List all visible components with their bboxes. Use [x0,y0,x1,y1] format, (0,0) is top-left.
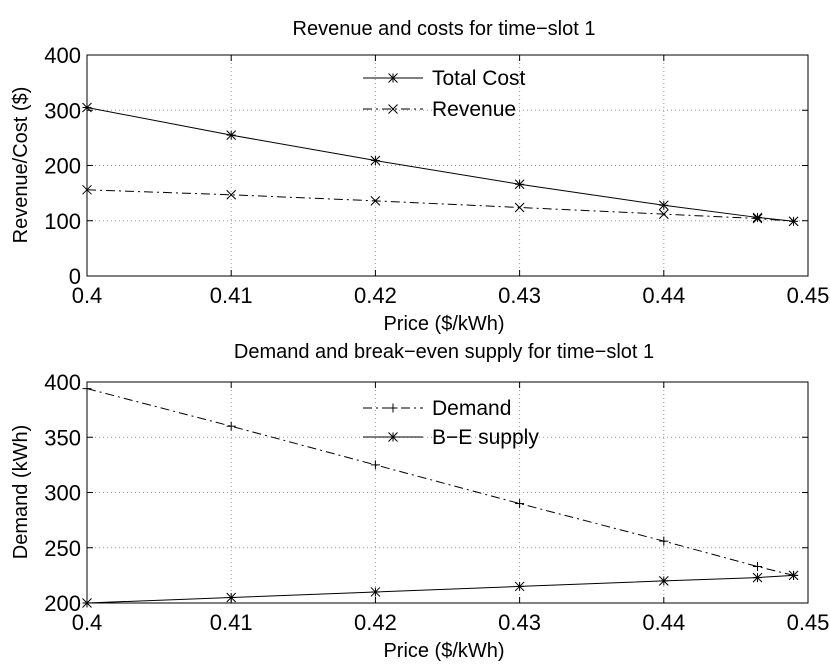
x-tick-label: 0.44 [642,283,685,308]
legend-marker [388,73,398,83]
legend-label: Demand [432,397,511,420]
data-point [514,179,525,190]
chart-title: Revenue and costs for time−slot 1 [293,18,596,40]
legend-label: Total Cost [432,67,526,90]
y-axis-label: Revenue/Cost ($) [10,87,32,244]
ticks: 0.4 0.41 0.42 0.43 0.44 0.45 200 250 300 350 400 [44,370,829,635]
x-tick-label: 0.41 [210,610,253,635]
data-point [658,576,669,586]
data-point [370,155,381,166]
data-point [514,581,525,592]
x-axis-label: Price ($/kWh) [383,640,504,662]
legend: Total Cost Revenue [363,67,526,121]
data-point [226,421,236,431]
legend-label: Revenue [432,98,516,121]
legend-marker [388,104,398,114]
series-0 [82,102,799,227]
y-tick-label: 200 [44,591,81,616]
legend-item: Revenue [363,98,516,121]
data-point [370,460,380,470]
y-tick-label: 250 [44,536,81,561]
y-tick-label: 300 [44,481,81,506]
y-axis-label: Demand (kWh) [10,425,32,559]
series-line [86,574,794,604]
data-point [226,130,237,140]
y-tick-label: 100 [44,209,81,234]
y-tick-label: 300 [44,98,81,123]
data-point [752,212,763,223]
x-tick-label: 0.43 [498,610,541,635]
data-point [788,216,799,227]
data-point [226,189,237,200]
data-point [753,562,763,572]
legend-label: B−E supply [432,426,539,449]
data-point [658,200,669,211]
chart-title: Demand and break−even supply for time−sl… [234,341,654,363]
x-tick-label: 0.43 [498,283,541,308]
x-tick-label: 0.44 [642,610,685,635]
x-tick-label: 0.4 [72,283,103,308]
x-tick-label: 0.45 [787,610,830,635]
y-tick-label: 350 [44,425,81,450]
revenue-cost-chart: Revenue and costs for time−slot 1 Price … [10,18,829,335]
series-line [86,189,794,222]
y-tick-label: 400 [44,370,81,395]
data-point [514,202,525,213]
x-tick-label: 0.4 [72,610,103,635]
data-point [752,213,763,224]
x-tick-label: 0.42 [354,610,397,635]
data-point [515,499,525,509]
series-1 [82,184,799,227]
series-1 [82,570,799,608]
x-axis-label: Price ($/kWh) [383,313,504,335]
legend-item: Total Cost [363,67,526,90]
x-tick-label: 0.41 [210,283,253,308]
y-tick-label: 200 [44,154,81,179]
legend-item: Demand [363,397,511,420]
demand-supply-chart: Demand and break−even supply for time−sl… [10,341,829,662]
series-layer [82,102,799,227]
data-point [658,209,669,219]
y-tick-label: 400 [44,43,81,68]
x-tick-label: 0.45 [787,283,830,308]
legend-marker [388,403,398,413]
ticks: 0.4 0.41 0.42 0.43 0.44 0.45 0 100 200 300 400 [44,43,829,308]
data-point [752,572,763,583]
legend-item: B−E supply [363,426,539,449]
data-point [659,536,669,546]
series-line [86,106,794,222]
legend: Demand B−E supply [363,397,539,449]
data-point [370,587,381,597]
x-tick-label: 0.42 [354,283,397,308]
data-point [788,570,799,581]
y-tick-label: 0 [69,264,81,289]
legend-marker [388,432,398,442]
data-point [370,196,381,206]
